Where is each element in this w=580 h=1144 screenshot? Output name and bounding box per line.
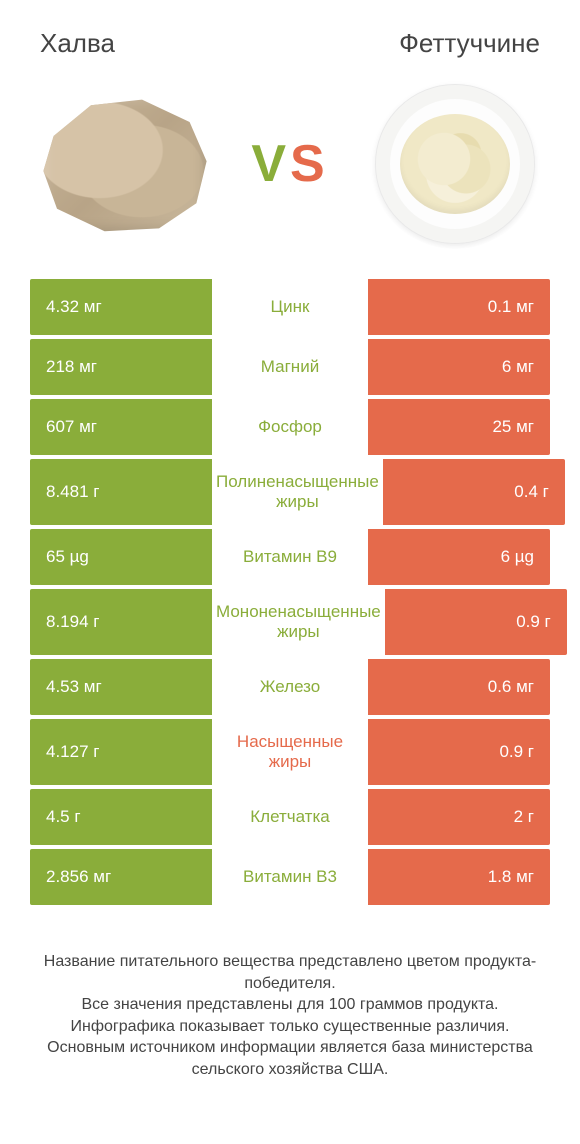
table-row: 4.127 гНасыщенные жиры0.9 г xyxy=(30,719,550,785)
left-value: 8.481 г xyxy=(30,459,212,525)
table-row: 4.5 гКлетчатка2 г xyxy=(30,789,550,845)
right-value: 1.8 мг xyxy=(368,849,550,905)
left-value: 4.32 мг xyxy=(30,279,212,335)
right-value: 0.1 мг xyxy=(368,279,550,335)
nutrient-label: Цинк xyxy=(212,279,368,335)
table-row: 8.194 гМононенасыщенные жиры0.9 г xyxy=(30,589,550,655)
vs-block: VS xyxy=(30,79,550,279)
left-value: 2.856 мг xyxy=(30,849,212,905)
table-row: 4.53 мгЖелезо0.6 мг xyxy=(30,659,550,715)
right-value: 6 мг xyxy=(368,339,550,395)
nutrient-label: Витамин B3 xyxy=(212,849,368,905)
table-row: 2.856 мгВитамин B31.8 мг xyxy=(30,849,550,905)
footnote-line: Название питательного вещества представл… xyxy=(40,951,540,994)
table-row: 218 мгМагний6 мг xyxy=(30,339,550,395)
table-row: 65 µgВитамин B96 µg xyxy=(30,529,550,585)
right-value: 0.9 г xyxy=(385,589,567,655)
halva-icon xyxy=(40,94,210,234)
right-value: 25 мг xyxy=(368,399,550,455)
left-value: 4.53 мг xyxy=(30,659,212,715)
table-row: 607 мгФосфор25 мг xyxy=(30,399,550,455)
footnote-line: Инфографика показывает только существенн… xyxy=(40,1016,540,1038)
right-value: 0.6 мг xyxy=(368,659,550,715)
right-value: 0.4 г xyxy=(383,459,565,525)
left-value: 4.5 г xyxy=(30,789,212,845)
left-value: 218 мг xyxy=(30,339,212,395)
nutrient-label: Клетчатка xyxy=(212,789,368,845)
nutrient-label: Витамин B9 xyxy=(212,529,368,585)
right-product-title: Феттуччине xyxy=(399,28,540,59)
table-row: 4.32 мгЦинк0.1 мг xyxy=(30,279,550,335)
footnote-line: Все значения представлены для 100 граммо… xyxy=(40,994,540,1016)
nutrient-label: Фосфор xyxy=(212,399,368,455)
left-product-title: Халва xyxy=(40,28,115,59)
nutrient-label: Мононенасыщенные жиры xyxy=(212,589,385,655)
comparison-table: 4.32 мгЦинк0.1 мг218 мгМагний6 мг607 мгФ… xyxy=(30,279,550,905)
left-product-image xyxy=(40,79,210,249)
left-value: 65 µg xyxy=(30,529,212,585)
vs-label: VS xyxy=(251,134,328,194)
right-value: 6 µg xyxy=(368,529,550,585)
left-value: 4.127 г xyxy=(30,719,212,785)
right-value: 0.9 г xyxy=(368,719,550,785)
header: Халва Феттуччине xyxy=(30,0,550,79)
nutrient-label: Железо xyxy=(212,659,368,715)
vs-letter-s: S xyxy=(290,135,329,193)
footnote-line: Основным источником информации является … xyxy=(40,1037,540,1080)
left-value: 607 мг xyxy=(30,399,212,455)
nutrient-label: Магний xyxy=(212,339,368,395)
footnote: Название питательного вещества представл… xyxy=(30,909,550,1081)
nutrient-label: Насыщенные жиры xyxy=(212,719,368,785)
right-product-image xyxy=(370,79,540,249)
pasta-icon xyxy=(400,114,510,214)
nutrient-label: Полиненасыщенные жиры xyxy=(212,459,383,525)
left-value: 8.194 г xyxy=(30,589,212,655)
vs-letter-v: V xyxy=(251,135,290,193)
right-value: 2 г xyxy=(368,789,550,845)
table-row: 8.481 гПолиненасыщенные жиры0.4 г xyxy=(30,459,550,525)
plate-icon xyxy=(375,84,535,244)
